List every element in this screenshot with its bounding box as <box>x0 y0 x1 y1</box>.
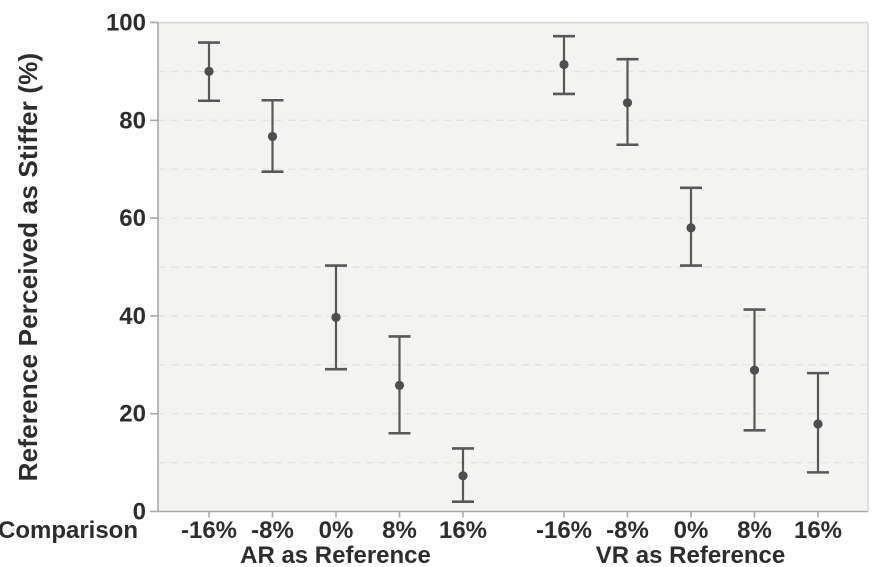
group-axis-label: VR as Reference <box>596 542 785 567</box>
x-tick-label: 8% <box>382 517 417 544</box>
y-tick-label: 0 <box>133 499 146 526</box>
x-tick-label: -8% <box>606 517 649 544</box>
x-axis-row-label: Comparison <box>0 517 138 544</box>
y-tick-label: 100 <box>106 10 146 37</box>
x-tick-label: 16% <box>439 517 487 544</box>
x-tick-label: 16% <box>794 517 842 544</box>
data-point-marker <box>458 471 468 481</box>
y-tick-label: 60 <box>119 205 146 232</box>
y-tick-label: 20 <box>119 401 146 428</box>
data-point-marker <box>813 419 823 429</box>
x-tick-label: -8% <box>251 517 294 544</box>
x-tick-label: 0% <box>674 517 709 544</box>
data-point-marker <box>394 380 405 390</box>
x-tick-label: -16% <box>536 517 592 544</box>
data-point-marker <box>686 223 696 233</box>
x-tick-label: -16% <box>181 517 237 544</box>
data-point-marker <box>622 98 633 108</box>
data-point-marker <box>749 365 760 375</box>
data-point-marker <box>204 66 214 76</box>
y-axis-title: Reference Perceived as Stiffer (%) <box>13 53 43 482</box>
y-tick-label: 40 <box>119 303 146 330</box>
data-point-marker <box>331 312 341 322</box>
data-point-marker <box>559 59 569 70</box>
y-tick-label: 80 <box>119 107 146 134</box>
x-tick-label: 8% <box>737 517 772 544</box>
group-axis-label: AR as Reference <box>240 542 431 567</box>
data-point-marker <box>267 131 278 142</box>
x-tick-label: 0% <box>319 517 354 544</box>
